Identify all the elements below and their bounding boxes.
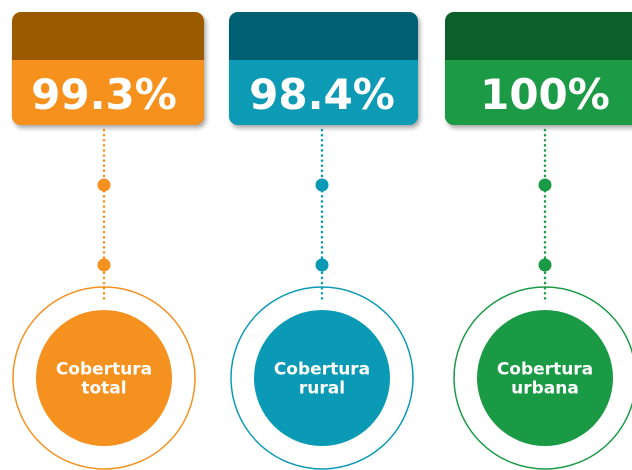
value-box [445,12,632,125]
caption-line: Cobertura [56,360,152,380]
inner-circle [36,310,172,446]
value-box [12,12,204,125]
caption-line: rural [299,379,345,399]
connector-dot [538,258,552,272]
outer-ring [230,286,414,470]
connector-dot [97,258,111,272]
inner-circle [254,310,390,446]
value-label: 100% [480,70,610,119]
outer-ring [453,286,632,470]
connector-dot [315,178,329,192]
caption-line: total [81,379,126,399]
value-label: 98.4% [249,70,395,119]
inner-circle [477,310,613,446]
connector-dot [97,178,111,192]
connector-dot [538,178,552,192]
outer-ring [12,286,196,470]
box-bottom [445,60,632,125]
box-bottom [12,60,204,125]
value-box [229,12,418,125]
box-bottom [229,60,418,125]
caption-line: Cobertura [497,360,593,380]
caption-line: Cobertura [274,360,370,380]
value-label: 99.3% [31,70,177,119]
connector-dot [315,258,329,272]
caption-line: urbana [511,379,579,399]
